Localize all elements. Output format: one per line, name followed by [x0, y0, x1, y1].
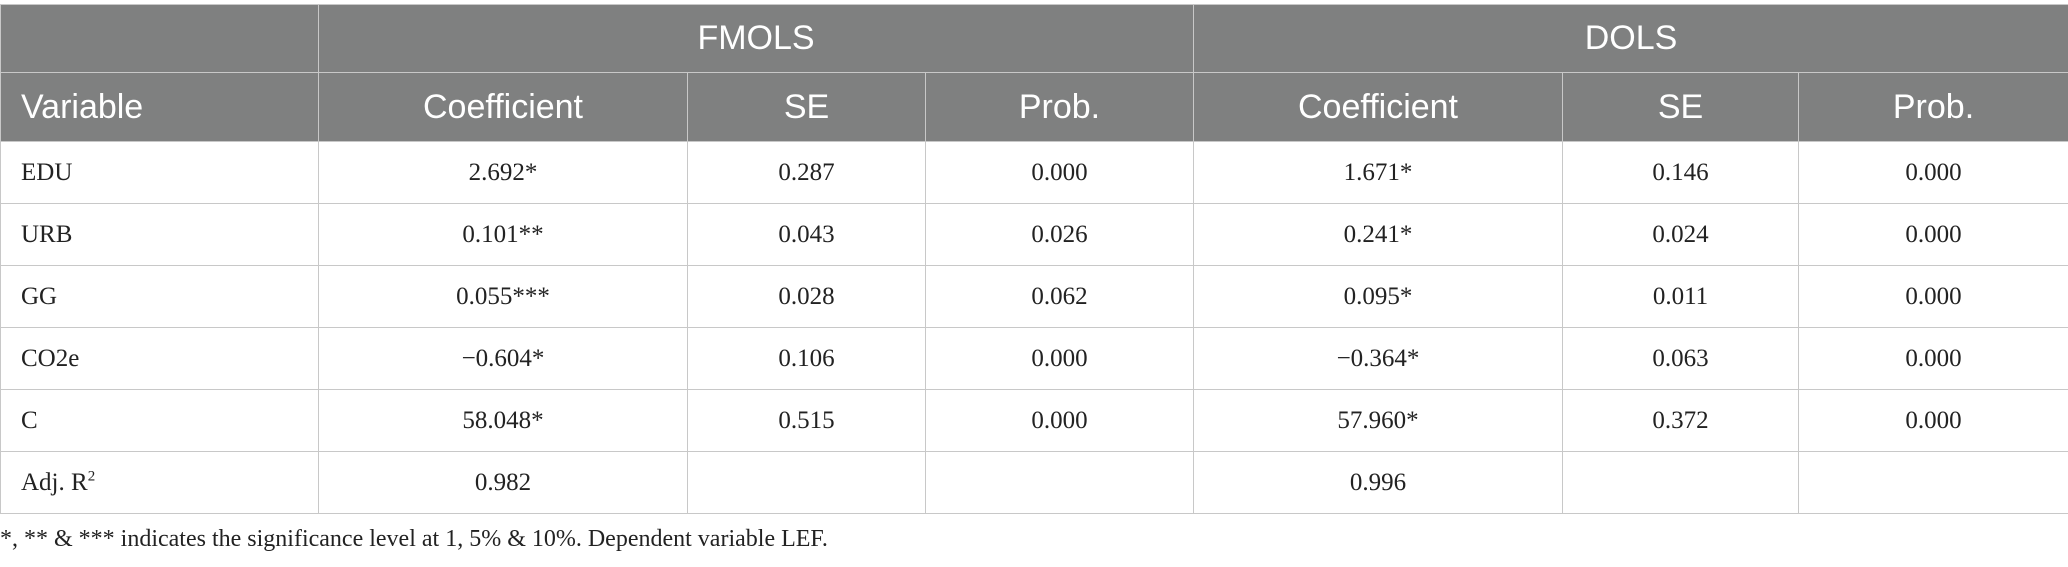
table-cell: 0.000: [1797, 265, 2068, 328]
table-cell: 0.026: [925, 203, 1194, 266]
adj-r-label: Adj. R: [21, 468, 88, 496]
table-cell: 0.000: [925, 141, 1194, 204]
table-cell: [687, 451, 926, 514]
regression-results-table: FMOLS DOLS Variable Coefficient SE Prob.…: [0, 4, 2068, 514]
table-cell: 0.372: [1562, 389, 1799, 452]
table-cell-variable: GG: [0, 265, 319, 328]
table-row: URB 0.101** 0.043 0.026 0.241* 0.024 0.0…: [0, 203, 2068, 266]
table-cell: 0.146: [1562, 141, 1799, 204]
table-cell: 1.671*: [1193, 141, 1563, 204]
col-header-dols-prob: Prob.: [1797, 72, 2068, 142]
table-row: CO2e −0.604* 0.106 0.000 −0.364* 0.063 0…: [0, 327, 2068, 390]
group-header-fmols: FMOLS: [318, 4, 1194, 73]
table-row-adj-r2: Adj. R2 0.982 0.996: [0, 451, 2068, 514]
table-cell: 0.063: [1562, 327, 1799, 390]
adj-r-superscript: 2: [87, 468, 96, 485]
table-cell: −0.364*: [1193, 327, 1563, 390]
table-cell: 0.000: [925, 389, 1194, 452]
table-cell-variable: Adj. R2: [0, 451, 319, 514]
table-cell: 0.000: [1797, 141, 2068, 204]
table-cell: [1797, 451, 2068, 514]
column-header-row: Variable Coefficient SE Prob. Coefficien…: [0, 72, 2068, 142]
col-header-dols-coefficient: Coefficient: [1193, 72, 1563, 142]
group-header-row: FMOLS DOLS: [0, 4, 2068, 73]
table-row: GG 0.055*** 0.028 0.062 0.095* 0.011 0.0…: [0, 265, 2068, 328]
table-cell: 0.011: [1562, 265, 1799, 328]
table-cell: 0.241*: [1193, 203, 1563, 266]
col-header-dols-se: SE: [1562, 72, 1799, 142]
table-cell: 0.043: [687, 203, 926, 266]
table-cell: 0.000: [1797, 203, 2068, 266]
table-cell: 0.095*: [1193, 265, 1563, 328]
table-body: EDU 2.692* 0.287 0.000 1.671* 0.146 0.00…: [0, 141, 2068, 514]
table-cell-variable: CO2e: [0, 327, 319, 390]
table-header: FMOLS DOLS Variable Coefficient SE Prob.…: [0, 4, 2068, 142]
table-cell: 0.996: [1193, 451, 1563, 514]
table-cell: 0.055***: [318, 265, 688, 328]
table-footnote: *, ** & *** indicates the significance l…: [0, 526, 828, 552]
table-cell: 58.048*: [318, 389, 688, 452]
table-cell-variable: URB: [0, 203, 319, 266]
table-cell: 0.024: [1562, 203, 1799, 266]
table-cell: 0.000: [925, 327, 1194, 390]
col-header-fmols-coefficient: Coefficient: [318, 72, 688, 142]
table-cell: 0.101**: [318, 203, 688, 266]
table-cell: 0.982: [318, 451, 688, 514]
group-header-blank: [0, 4, 319, 73]
table-cell: 0.515: [687, 389, 926, 452]
table-cell: 0.000: [1797, 389, 2068, 452]
group-header-dols: DOLS: [1192, 4, 2068, 73]
table-cell: −0.604*: [318, 327, 688, 390]
table-cell: 0.028: [687, 265, 926, 328]
col-header-fmols-prob: Prob.: [925, 72, 1194, 142]
col-header-fmols-se: SE: [687, 72, 926, 142]
table-cell: [925, 451, 1194, 514]
table-row: EDU 2.692* 0.287 0.000 1.671* 0.146 0.00…: [0, 141, 2068, 204]
col-header-variable: Variable: [0, 72, 319, 142]
table-cell: 0.106: [687, 327, 926, 390]
table-cell: 57.960*: [1193, 389, 1563, 452]
table-cell: 2.692*: [318, 141, 688, 204]
table-cell-variable: EDU: [0, 141, 319, 204]
table-cell-variable: C: [0, 389, 319, 452]
table-cell: 0.287: [687, 141, 926, 204]
table-cell: [1562, 451, 1799, 514]
table-cell: 0.062: [925, 265, 1194, 328]
table-cell: 0.000: [1797, 327, 2068, 390]
table-row: C 58.048* 0.515 0.000 57.960* 0.372 0.00…: [0, 389, 2068, 452]
